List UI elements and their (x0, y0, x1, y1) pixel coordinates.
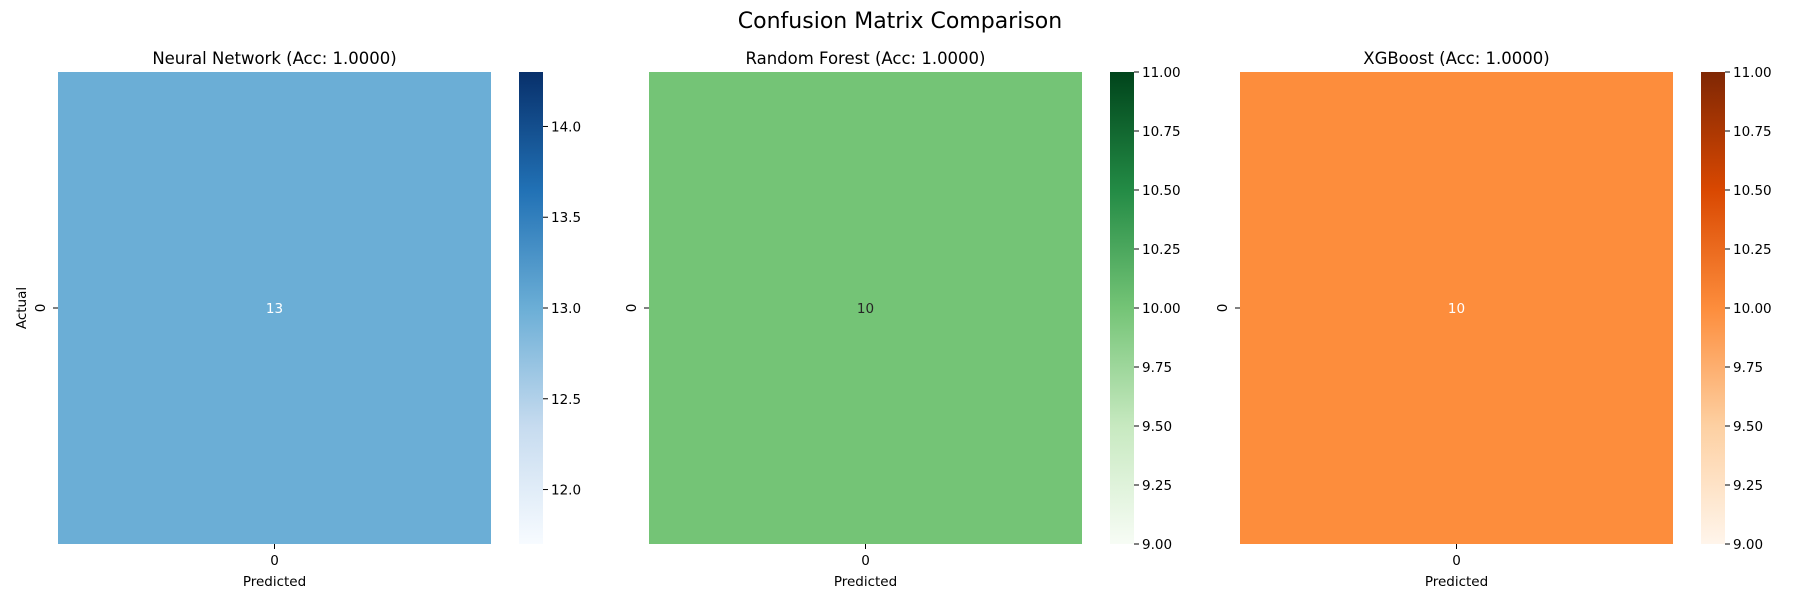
colorbar-tick-label: 10.00 (1733, 301, 1772, 317)
x-axis-label: Predicted (834, 574, 897, 590)
colorbar-tick-label: 10.75 (1142, 124, 1181, 140)
colorbar-tick-label: 10.25 (1142, 242, 1181, 258)
colorbar-tick-label: 14.0 (551, 119, 581, 135)
colorbar-tick-label: 9.75 (1733, 360, 1763, 376)
x-tick-label: 0 (861, 553, 870, 569)
colorbar (1701, 72, 1725, 544)
colorbar-tick-label: 11.00 (1733, 65, 1772, 81)
cell-value-label: 10 (857, 301, 874, 317)
colorbar-tick-label: 9.25 (1142, 478, 1172, 494)
y-tick-label: 0 (624, 304, 640, 313)
figure-title: Confusion Matrix Comparison (738, 9, 1062, 34)
heatmap-panel-3: XGBoost (Acc: 1.0000) 10 0 0 Predicted 9.00 9.… (1215, 49, 1772, 590)
colorbar-tick-label: 13.0 (551, 301, 581, 317)
x-tick-label: 0 (270, 553, 279, 569)
heatmap-panel-2: Random Forest (Acc: 1.0000) 10 0 0 Predicted… (624, 49, 1181, 590)
heatmap-cell (649, 72, 1082, 544)
heatmap-cell (58, 72, 491, 544)
panel-title: Random Forest (Acc: 1.0000) (746, 49, 986, 68)
cell-value-label: 10 (1448, 301, 1465, 317)
colorbar-tick-label: 12.0 (551, 483, 581, 499)
heatmap-panel-1: Neural Network (Acc: 1.0000) 13 0 0 Predicte… (14, 49, 581, 590)
colorbar-tick-label: 10.50 (1733, 183, 1772, 199)
colorbar (1110, 72, 1134, 544)
colorbar-tick-label: 9.75 (1142, 360, 1172, 376)
y-axis-label: Actual (14, 287, 30, 329)
colorbar (519, 72, 543, 544)
colorbar-tick-label: 10.75 (1733, 124, 1772, 140)
colorbar-tick-label: 10.50 (1142, 183, 1181, 199)
panel-title: XGBoost (Acc: 1.0000) (1363, 49, 1549, 68)
colorbar-tick-label: 9.50 (1142, 419, 1172, 435)
colorbar-tick-label: 11.00 (1142, 65, 1181, 81)
heatmap-cell (1240, 72, 1673, 544)
colorbar-tick-label: 9.00 (1142, 537, 1172, 553)
y-tick-label: 0 (33, 304, 49, 313)
colorbar-tick-label: 9.00 (1733, 537, 1763, 553)
y-tick-label: 0 (1215, 304, 1231, 313)
x-axis-label: Predicted (1425, 574, 1488, 590)
colorbar-tick-label: 9.25 (1733, 478, 1763, 494)
colorbar-tick-label: 13.5 (551, 210, 581, 226)
colorbar-tick-label: 10.25 (1733, 242, 1772, 258)
colorbar-tick-label: 12.5 (551, 392, 581, 408)
colorbar-tick-label: 10.00 (1142, 301, 1181, 317)
cell-value-label: 13 (266, 301, 283, 317)
x-tick-label: 0 (1452, 553, 1461, 569)
panel-title: Neural Network (Acc: 1.0000) (152, 49, 396, 68)
colorbar-tick-label: 9.50 (1733, 419, 1763, 435)
x-axis-label: Predicted (243, 574, 306, 590)
